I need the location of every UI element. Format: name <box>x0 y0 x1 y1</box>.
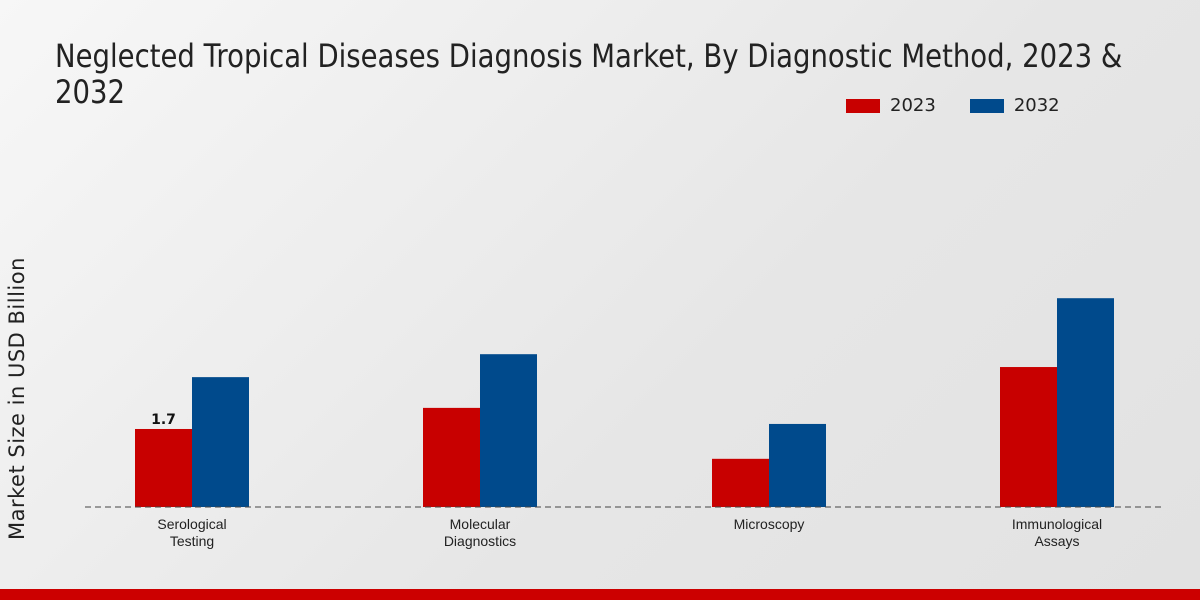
legend-swatch-2023 <box>846 98 880 113</box>
x-tick-label: Serological Testing <box>157 516 226 549</box>
chart-title: Neglected Tropical Diseases Diagnosis Ma… <box>55 37 1123 111</box>
bar-2032-1 <box>480 354 537 507</box>
legend: 2023 2032 <box>846 95 1060 116</box>
bar-2023-3 <box>1000 367 1057 507</box>
x-tick-label: Immunological Assays <box>1012 516 1102 549</box>
legend-label-2032: 2032 <box>1013 95 1060 116</box>
legend-label-2023: 2023 <box>890 95 936 116</box>
bar-2032-0 <box>192 377 249 507</box>
x-tick-label: Molecular Diagnostics <box>444 516 516 549</box>
bar-2023-2 <box>712 458 769 507</box>
bar-2023-0 <box>135 428 192 507</box>
legend-item-2023: 2023 <box>846 95 936 116</box>
legend-swatch-2032 <box>969 98 1004 113</box>
x-tick-label: Microscopy <box>734 516 805 532</box>
bar-2023-1 <box>423 407 480 507</box>
legend-item-2032: 2032 <box>969 95 1060 116</box>
data-label: 1.7 <box>151 412 176 428</box>
bar-2032-2 <box>769 423 826 507</box>
footer-bar <box>0 589 1200 600</box>
bar-2032-3 <box>1057 298 1114 507</box>
